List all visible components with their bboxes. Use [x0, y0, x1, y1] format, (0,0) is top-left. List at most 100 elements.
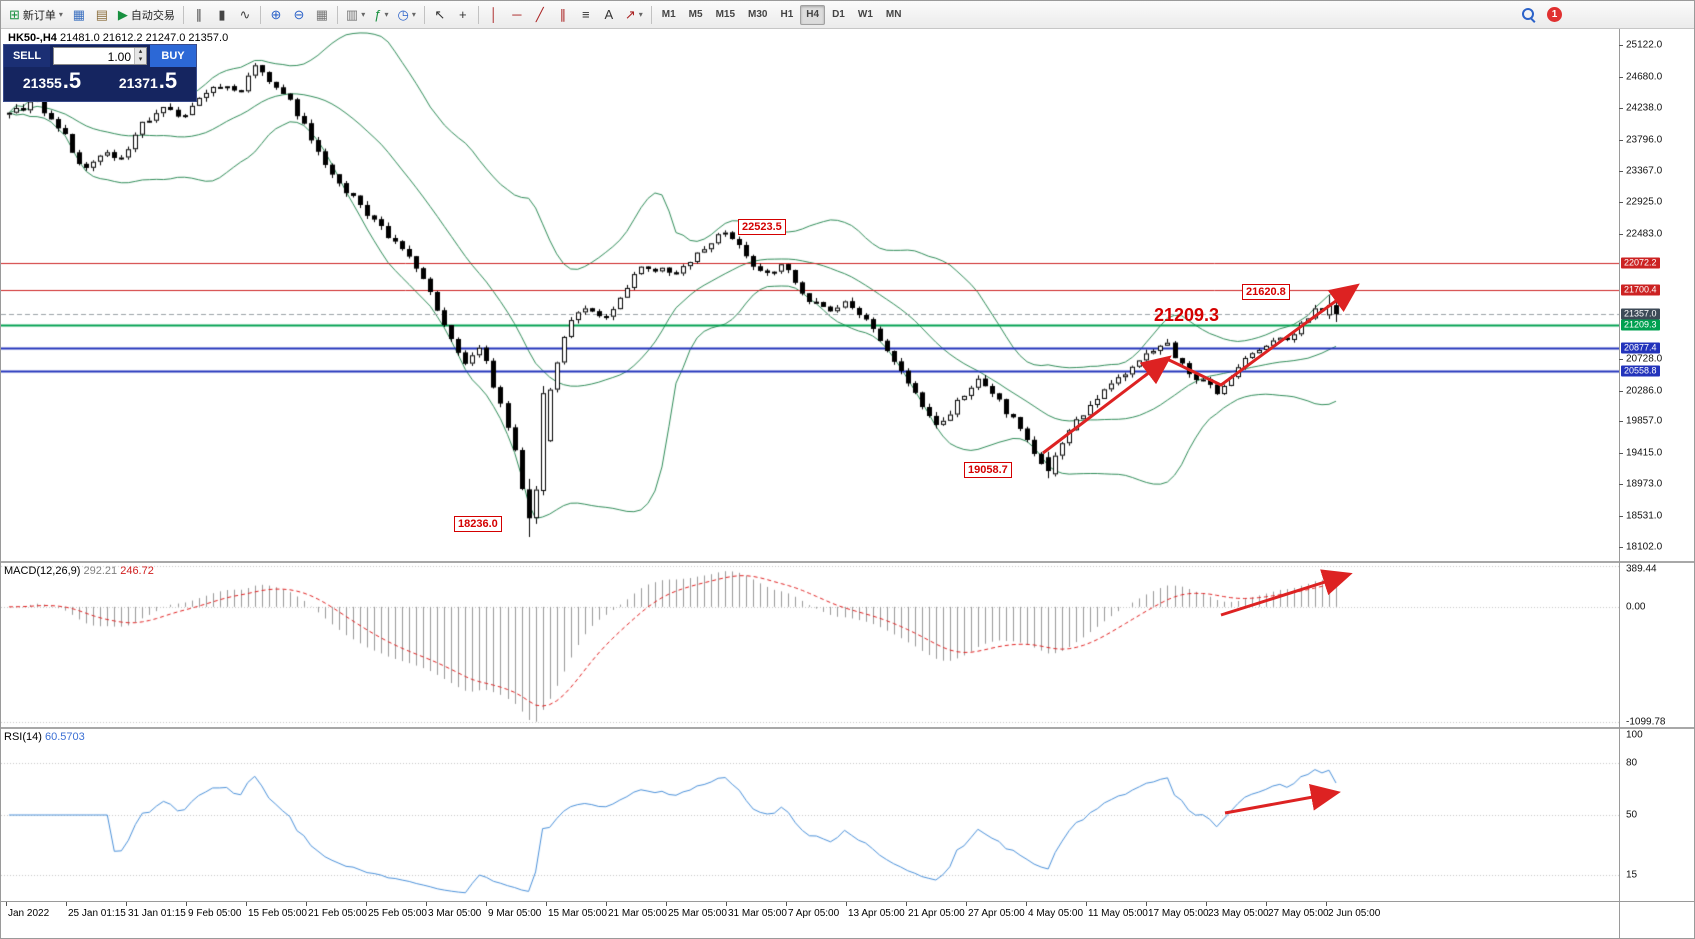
- price-axis-label: 22483.0: [1626, 228, 1663, 240]
- text-icon: A: [604, 7, 614, 22]
- price-axis-label: 18102.0: [1626, 541, 1663, 553]
- macd-canvas[interactable]: [1, 563, 1619, 727]
- price-axis-label: 23367.0: [1626, 165, 1663, 177]
- profiles-icon: ▤: [95, 7, 109, 22]
- vertical-line-button[interactable]: │: [483, 4, 505, 26]
- arrows-tool-button[interactable]: ↗ ▾: [621, 4, 647, 26]
- macd-axis-label: 389.44: [1626, 563, 1657, 575]
- volume-input[interactable]: 1.00 ▴ ▾: [53, 47, 147, 65]
- time-tick: [1146, 902, 1147, 906]
- timeframe-w1-button[interactable]: W1: [857, 9, 873, 20]
- text-button[interactable]: A: [598, 4, 620, 26]
- bar-chart-icon: ∥: [195, 7, 203, 22]
- price-axis: 25122.0 24680.0 24238.0 23796.0 23367.0 22925…: [1619, 29, 1694, 561]
- line-chart-icon: ∿: [239, 7, 251, 22]
- candlestick-icon: ▮: [218, 7, 226, 22]
- channel-icon: ∥: [559, 7, 567, 22]
- fibonacci-button[interactable]: ≡: [575, 4, 597, 26]
- time-tick: [66, 902, 67, 906]
- timeframe-m30-button[interactable]: M30: [748, 9, 768, 20]
- navigator-icon: ▥: [345, 7, 359, 22]
- crosshair-button[interactable]: +: [452, 4, 474, 26]
- chart-ohlc-values: 21481.0 21612.2 21247.0 21357.0: [59, 32, 229, 44]
- search-icon[interactable]: [1521, 7, 1537, 23]
- time-axis-label: 25 Jan 01:15: [68, 908, 126, 919]
- time-axis-label: 21 Feb 05:00: [308, 908, 367, 919]
- volume-stepper: ▴ ▾: [134, 48, 146, 64]
- time-tick: [846, 902, 847, 906]
- new-order-button[interactable]: ⊞ 新订单 ▾: [5, 4, 67, 26]
- periods-button[interactable]: ◷ ▾: [393, 4, 419, 26]
- line-chart-button[interactable]: ∿: [234, 4, 256, 26]
- sell-button[interactable]: SELL: [4, 45, 50, 67]
- axis-tick: [1619, 45, 1623, 46]
- timeframe-mn-button[interactable]: MN: [885, 9, 902, 20]
- price-callout-21209[interactable]: 21209.3: [1154, 305, 1220, 325]
- chart-window-icon: ▦: [72, 7, 86, 22]
- autotrading-button[interactable]: ▶ 自动交易: [114, 4, 179, 26]
- chart-symbol-period: HK50-,H4: [8, 32, 57, 44]
- sell-price-pips: .5: [62, 68, 82, 93]
- time-axis-label: 25 Mar 05:00: [668, 908, 727, 919]
- price-callout-22523[interactable]: 22523.5: [738, 219, 786, 235]
- charts-window-button[interactable]: ▦: [68, 4, 90, 26]
- axis-tick: [1619, 234, 1623, 235]
- time-tick: [666, 902, 667, 906]
- time-tick: [306, 902, 307, 906]
- time-axis-label: 27 May 05:00: [1268, 908, 1329, 919]
- one-click-trading-panel: SELL 1.00 ▴ ▾ BUY 21355 .5 21371 .5: [3, 44, 197, 102]
- axis-tick: [1619, 516, 1623, 517]
- trendline-icon: ╱: [535, 7, 544, 22]
- cursor-button[interactable]: ↖: [429, 4, 451, 26]
- trendline-button[interactable]: ╱: [529, 4, 551, 26]
- time-axis-label: 17 May 05:00: [1148, 908, 1209, 919]
- price-level-badge: 21700.4: [1621, 284, 1660, 296]
- volume-decrease-button[interactable]: ▾: [134, 56, 146, 64]
- rsi-canvas[interactable]: [1, 729, 1619, 901]
- price-level-badge: 21357.0: [1621, 308, 1660, 320]
- buy-price-button[interactable]: 21371 .5: [100, 67, 196, 101]
- toolbar-separator: [336, 5, 338, 24]
- pane-separator[interactable]: [1, 727, 1694, 729]
- price-level-badge: 20558.8: [1621, 365, 1660, 377]
- timeframe-m15-button[interactable]: M15: [715, 9, 736, 20]
- time-axis-label: 4 May 05:00: [1028, 908, 1084, 919]
- volume-increase-button[interactable]: ▴: [134, 48, 146, 56]
- sell-price-button[interactable]: 21355 .5: [4, 67, 100, 101]
- profiles-button[interactable]: ▤: [91, 4, 113, 26]
- timeframe-h4-button[interactable]: H4: [800, 4, 826, 25]
- dropdown-arrow-icon: ▾: [384, 10, 389, 19]
- axis-tick: [1619, 202, 1623, 203]
- channel-button[interactable]: ∥: [552, 4, 574, 26]
- price-callout-19058[interactable]: 19058.7: [964, 462, 1012, 478]
- indicators-button[interactable]: ƒ ▾: [370, 4, 392, 26]
- buy-button[interactable]: BUY: [150, 45, 196, 67]
- navigator-button[interactable]: ▥ ▾: [342, 4, 369, 26]
- time-tick: [1026, 902, 1027, 906]
- zoom-in-button[interactable]: ⊕: [265, 4, 287, 26]
- time-tick: [366, 902, 367, 906]
- price-axis-label: 18973.0: [1626, 478, 1663, 490]
- timeframe-m5-button[interactable]: M5: [688, 9, 703, 20]
- bar-chart-button[interactable]: ∥: [188, 4, 210, 26]
- price-chart-canvas[interactable]: [1, 29, 1619, 561]
- time-axis-label: 23 May 05:00: [1208, 908, 1269, 919]
- timeframe-d1-button[interactable]: D1: [832, 9, 845, 20]
- axis-tick: [1619, 359, 1623, 360]
- price-callout-18236[interactable]: 18236.0: [454, 516, 502, 532]
- price-callout-21620[interactable]: 21620.8: [1242, 284, 1290, 300]
- time-axis-label: 31 Mar 05:00: [728, 908, 787, 919]
- notification-badge[interactable]: 1: [1547, 7, 1562, 22]
- axis-tick: [1619, 171, 1623, 172]
- macd-signal-value: 246.72: [120, 565, 154, 577]
- timeframe-h1-button[interactable]: H1: [780, 9, 794, 20]
- price-axis-label: 19415.0: [1626, 447, 1663, 459]
- pane-separator[interactable]: [1, 561, 1694, 563]
- tile-windows-button[interactable]: ▦: [311, 4, 333, 26]
- macd-axis-label: -1099.78: [1626, 716, 1666, 728]
- timeframe-m1-button[interactable]: M1: [661, 9, 676, 20]
- price-axis-label: 25122.0: [1626, 39, 1663, 51]
- candlestick-chart-button[interactable]: ▮: [211, 4, 233, 26]
- horizontal-line-button[interactable]: ─: [506, 4, 528, 26]
- zoom-out-button[interactable]: ⊖: [288, 4, 310, 26]
